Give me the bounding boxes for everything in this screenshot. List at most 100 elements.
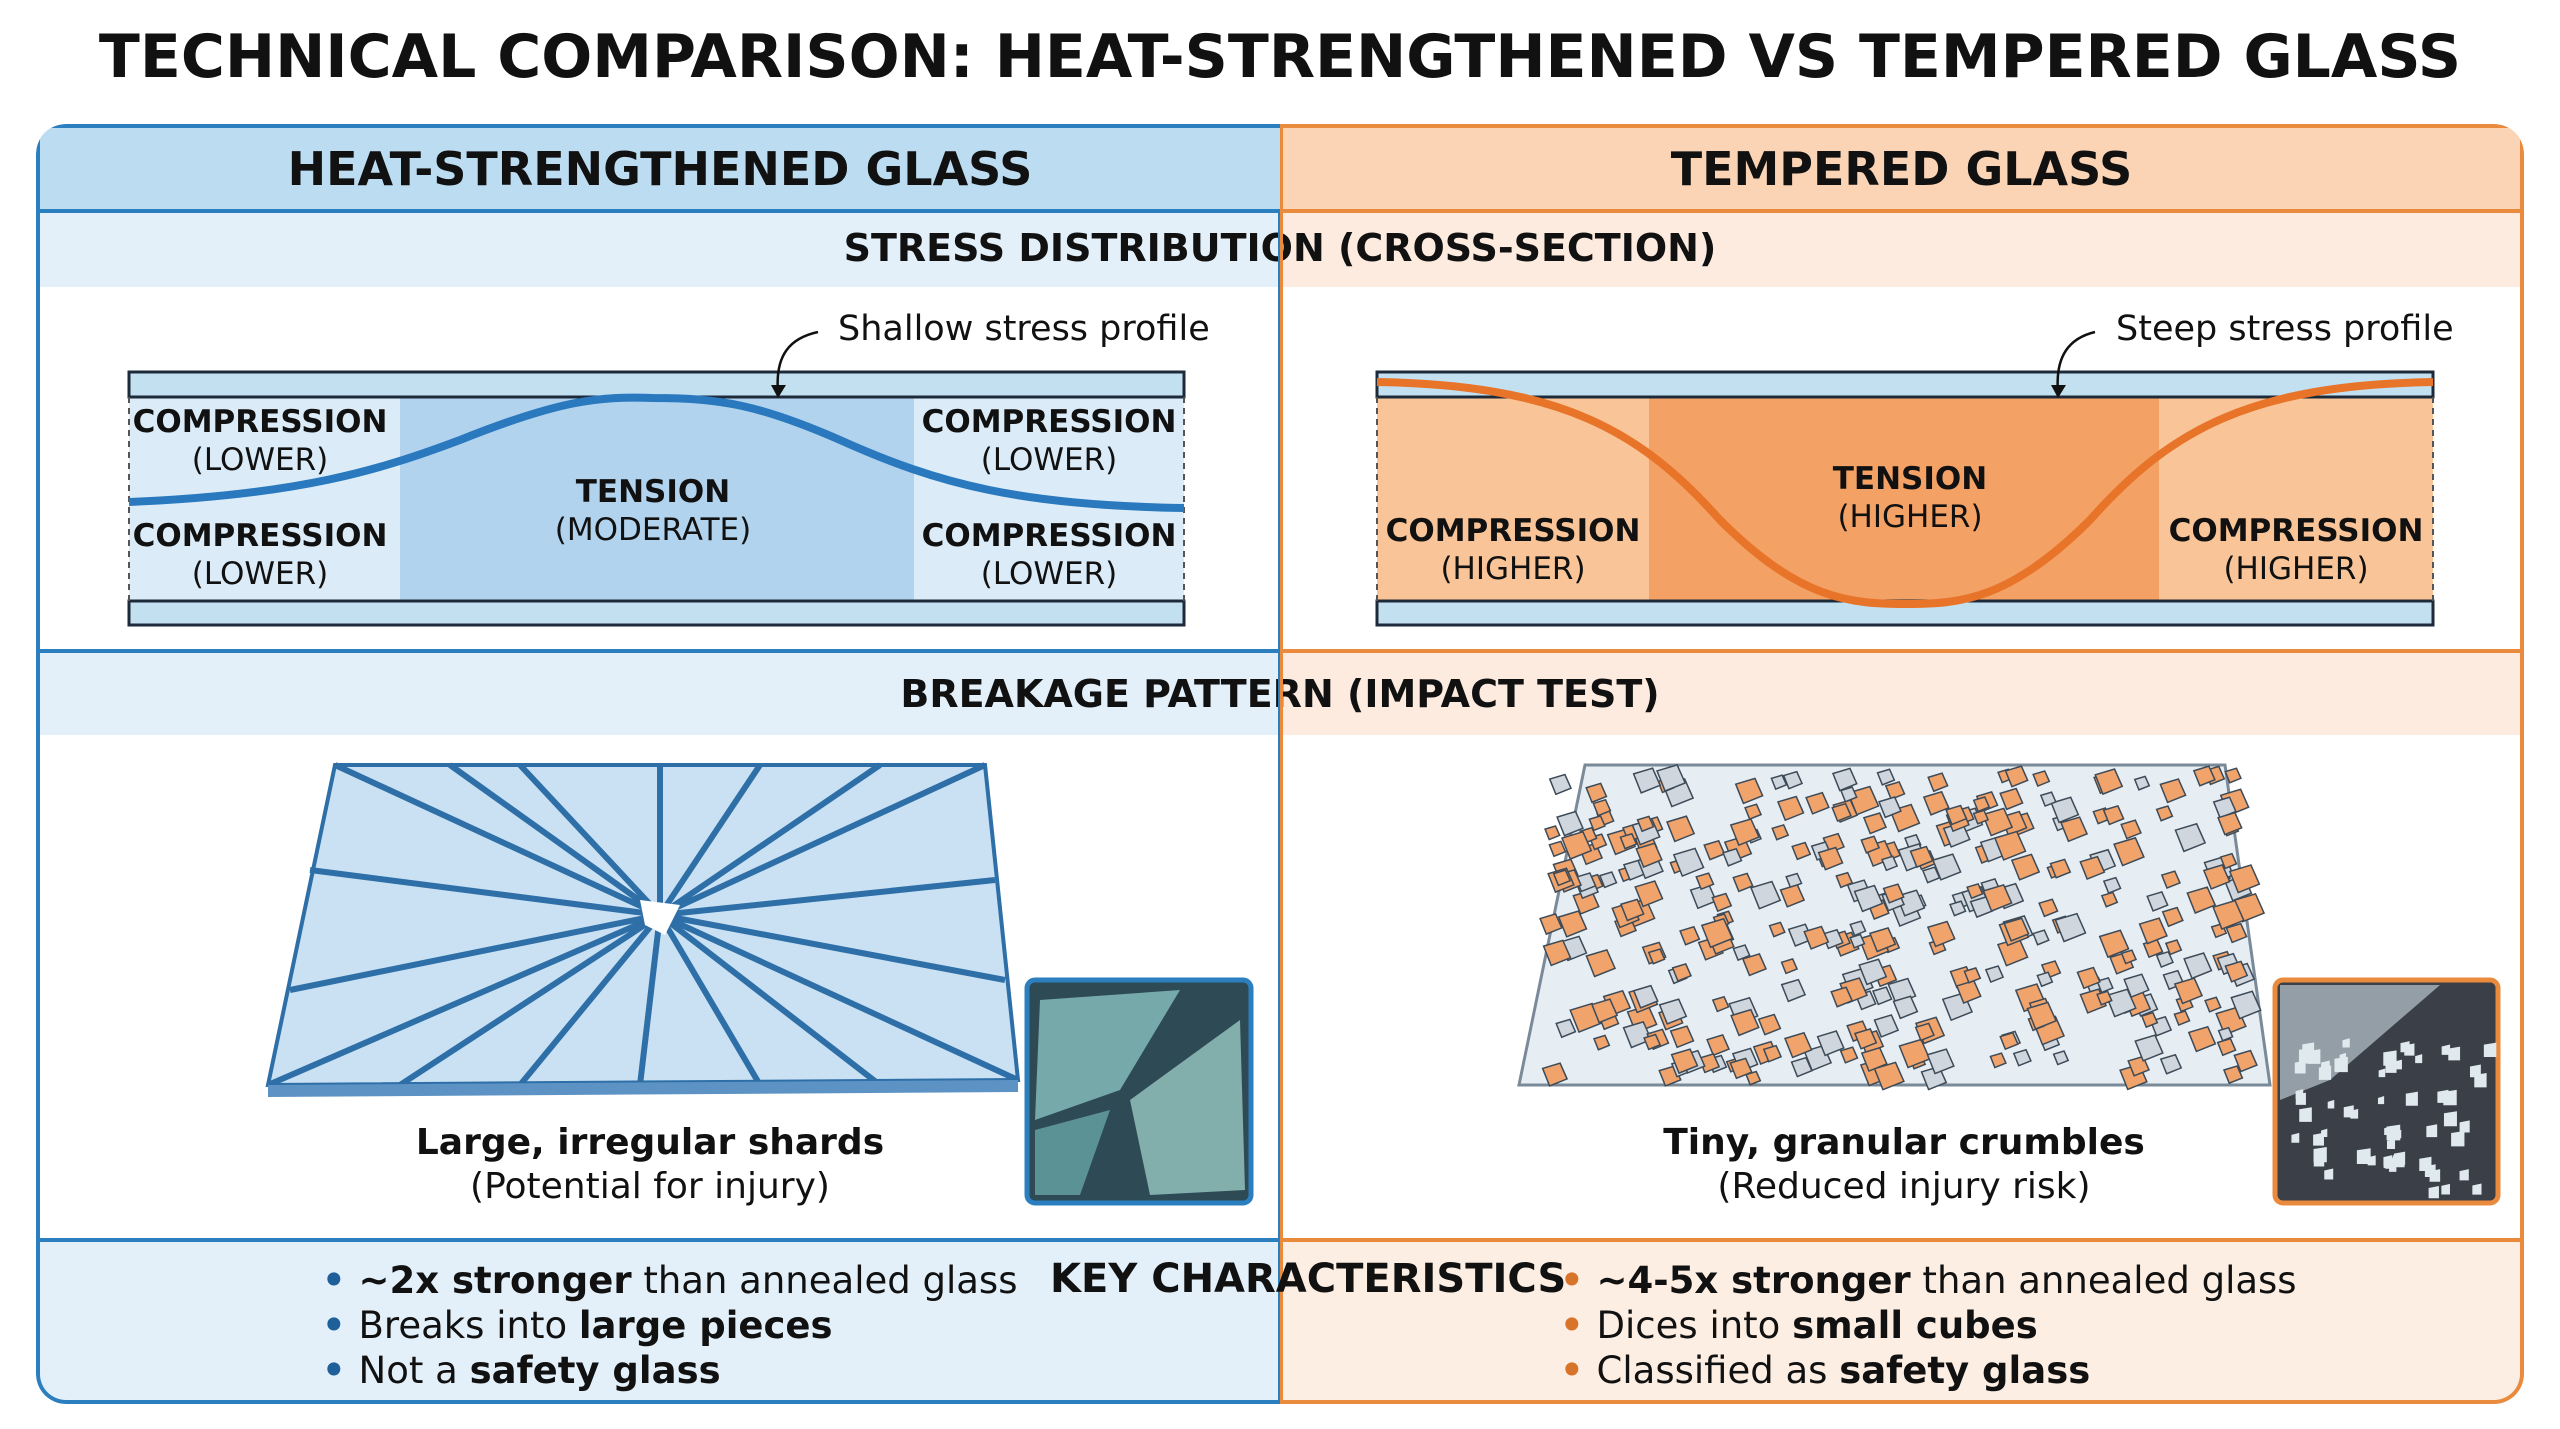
glass-cube	[1632, 984, 1659, 1009]
crack-line	[657, 763, 763, 917]
key-item: • ~4-5x stronger than annealed glass	[1560, 1259, 2297, 1302]
glass-crumb	[2459, 1169, 2469, 1181]
glass-cube	[1734, 777, 1764, 805]
glass-cube	[1981, 807, 2014, 837]
glass-cube	[1993, 830, 2027, 861]
key-list-heat-strengthened: • ~2x stronger than annealed glass • Bre…	[322, 1258, 1017, 1393]
glass-cube	[2202, 864, 2231, 890]
glass-cube	[1849, 933, 1866, 949]
tension-label: TENSION (MODERATE)	[554, 474, 752, 548]
glass-cube	[2186, 886, 2217, 914]
glass-cube	[2036, 971, 2054, 988]
glass-cube	[1871, 986, 1893, 1006]
glass-cube	[2133, 775, 2151, 791]
glass-cube	[1853, 884, 1884, 913]
glass-cube	[2038, 898, 2059, 918]
glass-cube	[1972, 809, 1990, 825]
glass-cube	[2159, 1053, 2183, 1075]
glass-cube	[1972, 796, 1991, 813]
glass-crumb	[2295, 1092, 2306, 1105]
glass-cube	[2161, 906, 2184, 928]
key-bg-left	[36, 1241, 1280, 1404]
glass-crumb	[2400, 1041, 2410, 1053]
glass-cube	[2120, 819, 2142, 840]
key-item: • Breaks into large pieces	[322, 1304, 833, 1347]
stress-curve	[128, 393, 1185, 512]
glass-cube	[1989, 1052, 2007, 1069]
stress-curve	[1376, 378, 2434, 609]
glass-cube	[1548, 840, 1567, 858]
glass-cube	[2032, 770, 2051, 787]
glass-cube	[2094, 768, 2124, 796]
glass-cube	[1632, 767, 1662, 794]
compression-label: COMPRESSION (LOWER)	[132, 404, 388, 478]
crack-line	[658, 912, 1020, 1083]
glass-cube	[1598, 871, 1618, 889]
glass-cube	[1557, 910, 1588, 938]
compression-label: COMPRESSION (HIGHER)	[1385, 513, 1641, 587]
glass-cube	[1669, 1025, 1695, 1049]
glass-crumb	[2291, 1132, 2300, 1143]
crack-line	[448, 762, 662, 918]
glass-cube	[1780, 978, 1807, 1003]
glass-cube	[2012, 1048, 2032, 1067]
glass-crumb	[2321, 1128, 2328, 1137]
glass-cube	[2096, 976, 2114, 994]
broken-glass-shards-illustration	[265, 762, 1021, 1097]
glass-cube	[1569, 1002, 1602, 1034]
glass-cube	[1729, 1057, 1753, 1080]
crack-line	[657, 913, 763, 1087]
glass-crumb	[2441, 1044, 2451, 1055]
heat-strengthened-cross-section	[127, 330, 1186, 627]
glass-cube	[1862, 812, 1888, 835]
glass-cube	[2228, 864, 2261, 894]
glass-cube	[2004, 765, 2029, 788]
arrow-head	[2051, 385, 2066, 398]
glass-cube	[2079, 855, 2106, 880]
glass-cube	[1634, 880, 1664, 908]
bottom-layer	[127, 599, 1186, 627]
glass-cube	[2102, 876, 2122, 895]
glass-crumb	[2327, 1099, 2335, 1109]
glass-crumb	[2383, 1050, 2397, 1066]
glass-cube	[2026, 1001, 2058, 1030]
glass-crumb	[2441, 1183, 2450, 1195]
tension-label: TENSION (HIGHER)	[1832, 461, 1988, 535]
glass-cube	[2225, 922, 2248, 944]
glass-crumb	[2443, 1111, 2457, 1127]
glass-crumb	[2339, 1052, 2347, 1062]
glass-cube	[1647, 948, 1666, 965]
glass-cube	[2233, 1049, 2258, 1073]
compression-label: COMPRESSION (LOWER)	[921, 404, 1177, 478]
glass-cube	[1839, 1046, 1859, 1064]
divider	[36, 649, 1280, 653]
key-item: • Dices into small cubes	[1560, 1304, 2038, 1347]
compression-label: COMPRESSION (LOWER)	[921, 518, 1177, 592]
divider	[36, 1238, 1280, 1242]
glass-cube	[1982, 883, 2013, 912]
glass-cube	[1770, 774, 1788, 791]
glass-cube	[1762, 1044, 1783, 1063]
glass-cube	[1711, 995, 1730, 1013]
divider	[1280, 649, 2524, 653]
glass-crumb	[2299, 1107, 2312, 1122]
glass-cube	[1963, 967, 1982, 984]
glass-cube	[2123, 973, 2150, 999]
impact-point	[640, 900, 680, 935]
glass-cube	[1745, 1070, 1762, 1086]
key-item: • Classified as safety glass	[1560, 1349, 2091, 1392]
glass-crumb	[2474, 1073, 2487, 1088]
annotation-arrow	[2056, 330, 2096, 393]
glass-cube	[2212, 899, 2245, 931]
glass-cube	[1729, 818, 1760, 847]
glass-cube	[1853, 1027, 1878, 1050]
glass-cube	[2060, 816, 2089, 843]
glass-cube	[2050, 796, 2080, 824]
glass-cube	[1656, 763, 1687, 792]
glass-crumb	[2392, 1153, 2405, 1168]
glass-cube	[1790, 1056, 1813, 1078]
glass-cube	[1700, 917, 1734, 949]
arrow-head	[771, 385, 786, 398]
glass-crumb	[2448, 1046, 2461, 1061]
